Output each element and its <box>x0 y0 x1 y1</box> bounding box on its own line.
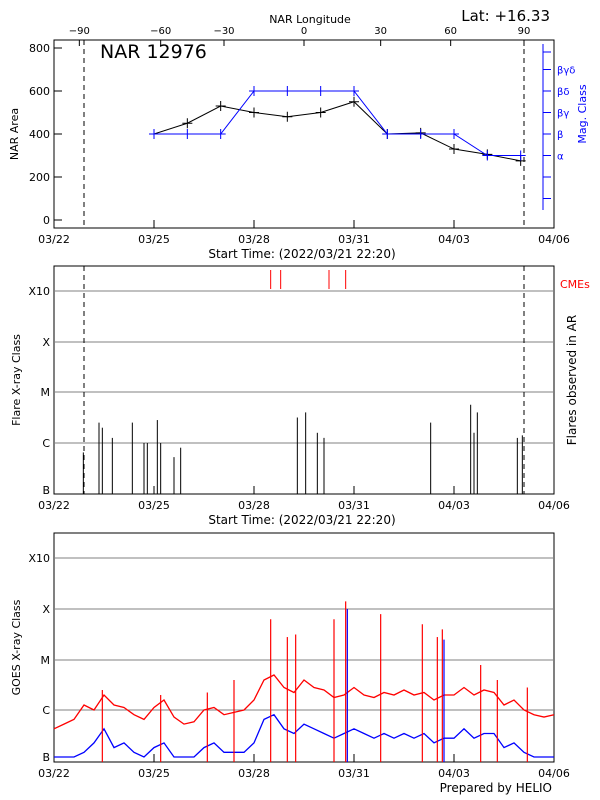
flare-class-panel: B C M X X10 03/22 03/25 03/28 03/31 04/03 04/06 Sta… <box>10 247 590 512</box>
y-axis-label: Flare X-ray Class <box>10 334 23 426</box>
class-label: X10 <box>28 285 50 298</box>
plot-frame <box>53 265 555 495</box>
mag-class-label: βγ <box>557 109 569 120</box>
goes-series-line <box>54 713 554 758</box>
x-tick-label: 03/25 <box>138 233 170 246</box>
data-point <box>449 129 459 139</box>
y2-axis-label: Flares observed in AR <box>565 315 579 445</box>
y-tick-label: 0 <box>43 214 50 227</box>
class-label: M <box>41 654 51 667</box>
x-tick-label: 03/22 <box>38 767 70 780</box>
data-point <box>315 107 326 118</box>
mag-class-label: βγδ <box>557 66 575 77</box>
data-point <box>482 150 493 161</box>
x-tick-label: 04/06 <box>538 767 570 780</box>
top-tick-label: −30 <box>213 26 234 37</box>
nar-area-panel: NAR 12976 NAR Longitude −90 −60 −30 0 30 60 90 0 2… <box>8 13 589 246</box>
data-point <box>349 96 359 107</box>
data-point <box>215 129 226 139</box>
x-tick-label: 03/28 <box>238 767 270 780</box>
data-point <box>182 129 193 139</box>
y-axis-label: NAR Area <box>8 108 21 160</box>
top-tick-label: 0 <box>301 26 307 37</box>
y-tick-label: 200 <box>29 171 50 184</box>
x-tick-label: 03/25 <box>138 499 170 512</box>
class-label: X <box>42 603 50 616</box>
data-point <box>449 144 459 155</box>
class-label: C <box>42 704 50 717</box>
mag-class-label: β <box>557 130 563 141</box>
data-point <box>382 129 393 139</box>
x-tick-label: 03/25 <box>138 767 170 780</box>
class-label: B <box>42 751 50 764</box>
x-tick-label: 04/03 <box>438 499 470 512</box>
x-tick-label: 04/03 <box>438 767 470 780</box>
series-line <box>153 101 521 162</box>
x-tick-label: 03/28 <box>238 233 270 246</box>
data-point <box>515 150 526 161</box>
data-point <box>215 101 226 112</box>
class-label: X10 <box>28 552 50 565</box>
y-tick-label: 800 <box>29 42 50 55</box>
cme-label: CMEs <box>560 278 590 291</box>
start-time-label: Start Time: (2022/03/21 22:20) <box>208 247 395 261</box>
class-label: M <box>41 386 51 399</box>
x-tick-label: 03/31 <box>338 499 370 512</box>
lat-label: Lat: +16.33 <box>461 7 550 25</box>
data-point <box>282 111 293 122</box>
x-tick-label: 03/22 <box>38 499 70 512</box>
plot-frame <box>53 532 555 763</box>
data-point <box>249 107 259 118</box>
class-label: C <box>42 437 50 450</box>
top-tick-label: 30 <box>374 26 387 37</box>
x-tick-label: 04/06 <box>538 499 570 512</box>
y2-axis-label: Mag. Class <box>576 84 589 143</box>
x-tick-label: 03/31 <box>338 233 370 246</box>
x-tick-label: 03/31 <box>338 767 370 780</box>
mag-class-label: α <box>557 152 564 163</box>
x-tick-label: 04/06 <box>538 233 570 246</box>
top-axis-label: NAR Longitude <box>269 13 351 26</box>
y-tick-label: 600 <box>29 85 50 98</box>
region-title: NAR 12976 <box>100 41 207 63</box>
data-point <box>149 129 159 139</box>
plot-frame <box>53 39 555 229</box>
top-tick-label: −90 <box>69 26 90 37</box>
top-tick-label: −60 <box>150 26 171 37</box>
y-axis-label: GOES X-ray Class <box>10 599 23 695</box>
data-point <box>349 86 359 96</box>
x-tick-label: 03/22 <box>38 233 70 246</box>
top-tick-label: 90 <box>518 26 531 37</box>
data-point <box>282 86 293 96</box>
data-point <box>315 86 326 96</box>
series-line <box>154 90 521 156</box>
y-tick-label: 400 <box>29 128 50 141</box>
footer-credit: Prepared by HELIO <box>440 781 552 795</box>
data-point <box>182 118 193 129</box>
class-label: B <box>42 484 50 497</box>
goes-xray-panel: B C M X X10 03/22 03/25 03/28 03/31 04/03 04/06 Sta… <box>10 513 570 780</box>
x-tick-label: 03/28 <box>238 499 270 512</box>
data-point <box>415 129 426 139</box>
goes-series-line <box>53 674 555 730</box>
mag-class-label: βδ <box>557 87 570 98</box>
x-tick-label: 04/03 <box>438 233 470 246</box>
data-point <box>249 86 259 96</box>
top-tick-label: 60 <box>444 26 457 37</box>
class-label: X <box>42 336 50 349</box>
start-time-label: Start Time: (2022/03/21 22:20) <box>208 513 395 527</box>
